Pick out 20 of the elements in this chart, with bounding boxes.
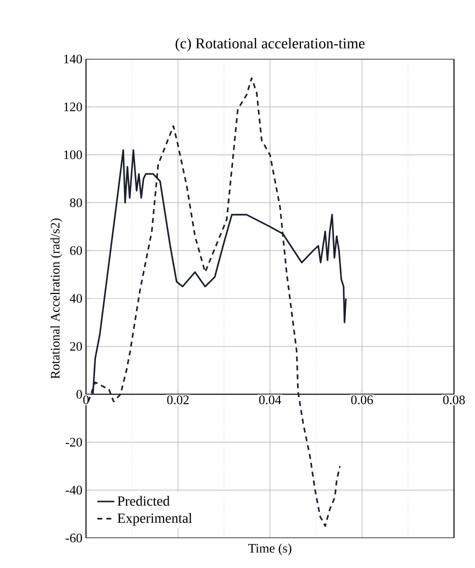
x-axis-title: Time (s)	[248, 544, 292, 556]
y-tick-label: 60	[70, 246, 82, 255]
x-tick-label: 0.04	[259, 396, 282, 404]
y-tick-label: -40	[66, 486, 82, 494]
x-tick-label: 0.06	[351, 396, 373, 404]
y-tick-label: 120	[64, 102, 82, 112]
y-axis-title: Rotational Accelration (rad/s2)	[50, 218, 62, 379]
legend-label: Experimental	[118, 513, 192, 526]
y-tick-label: 100	[64, 150, 82, 160]
x-tick-label: 0.08	[443, 396, 465, 404]
y-tick-label: 80	[70, 198, 82, 208]
y-tick-label: 20	[70, 342, 82, 351]
x-tick-label: 0	[83, 396, 89, 404]
chart-title: (c) Rotational acceleration-time	[176, 38, 365, 52]
legend-label: Predicted	[118, 496, 170, 506]
y-tick-label: -20	[66, 438, 82, 447]
y-tick-label: -60	[66, 534, 82, 542]
y-tick-label: 140	[64, 54, 82, 64]
y-tick-label: 40	[70, 294, 82, 303]
x-tick-label: 0.02	[167, 396, 189, 404]
